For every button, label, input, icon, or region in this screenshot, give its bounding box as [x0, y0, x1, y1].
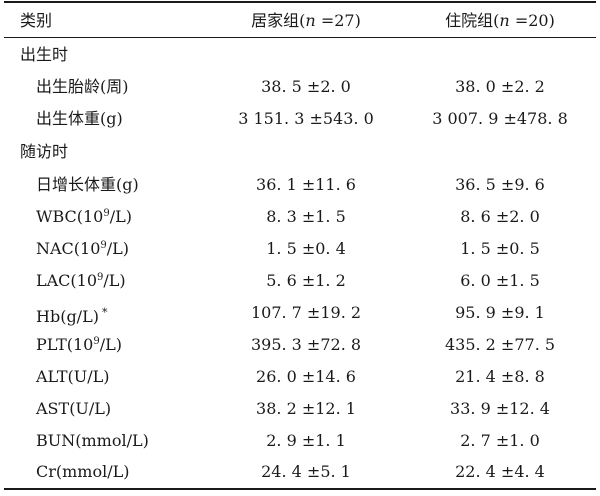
table-row: LAC(109/L) 5. 6 ±1. 2 6. 0 ±1. 5 — [0, 265, 600, 297]
hosp-value: 33. 9 ±12. 4 — [450, 399, 550, 418]
row-label: 出生胎龄(周) — [36, 77, 129, 96]
table-row: NAC(109/L) 1. 5 ±0. 4 1. 5 ±0. 5 — [0, 233, 600, 265]
home-value: 3 151. 3 ±543. 0 — [238, 109, 374, 128]
hosp-value: 1. 5 ±0. 5 — [460, 239, 540, 258]
table-row: Hb(g/L) * 107. 7 ±19. 2 95. 9 ±9. 1 — [0, 297, 600, 329]
section-title: 出生时 — [20, 45, 69, 64]
row-label: Hb(g/L) * — [36, 306, 108, 326]
header-rule — [4, 37, 596, 38]
hosp-value: 2. 7 ±1. 0 — [460, 431, 540, 450]
home-value: 2. 9 ±1. 1 — [266, 431, 346, 450]
row-label: AST(U/L) — [36, 399, 112, 418]
hosp-value: 38. 0 ±2. 2 — [455, 77, 545, 96]
header-hosp-group: 住院组(n =20) — [445, 11, 555, 30]
section-title-birth: 出生时 — [0, 39, 600, 71]
table-row: 出生体重(g) 3 151. 3 ±543. 0 3 007. 9 ±478. … — [0, 103, 600, 135]
table-row: 日增长体重(g) 36. 1 ±11. 6 36. 5 ±9. 6 — [0, 169, 600, 201]
hosp-value: 21. 4 ±8. 8 — [455, 367, 545, 386]
header-category: 类别 — [20, 11, 53, 30]
row-label: BUN(mmol/L) — [36, 431, 149, 450]
row-label: 日增长体重(g) — [36, 175, 139, 194]
row-label: ALT(U/L) — [36, 367, 110, 386]
top-rule — [4, 1, 596, 3]
row-label: 出生体重(g) — [36, 109, 123, 128]
header-home-group: 居家组(n =27) — [251, 11, 361, 30]
row-label: LAC(109/L) — [36, 271, 126, 290]
hosp-value: 8. 6 ±2. 0 — [460, 207, 540, 226]
hosp-value: 36. 5 ±9. 6 — [455, 175, 545, 194]
row-label: NAC(109/L) — [36, 239, 130, 258]
table-row: 出生胎龄(周) 38. 5 ±2. 0 38. 0 ±2. 2 — [0, 71, 600, 103]
hosp-value: 6. 0 ±1. 5 — [460, 271, 540, 290]
section-title-followup: 随访时 — [0, 136, 600, 168]
home-value: 38. 2 ±12. 1 — [256, 399, 356, 418]
home-value: 38. 5 ±2. 0 — [261, 77, 351, 96]
hosp-value: 3 007. 9 ±478. 8 — [432, 109, 568, 128]
row-label: PLT(109/L) — [36, 335, 122, 354]
table-row: Cr(mmol/L) 24. 4 ±5. 1 22. 4 ±4. 4 — [0, 456, 600, 488]
table-row: BUN(mmol/L) 2. 9 ±1. 1 2. 7 ±1. 0 — [0, 425, 600, 457]
table-row: ALT(U/L) 26. 0 ±14. 6 21. 4 ±8. 8 — [0, 361, 600, 393]
hosp-value: 95. 9 ±9. 1 — [455, 303, 545, 322]
home-value: 26. 0 ±14. 6 — [256, 367, 356, 386]
significance-mark: * — [101, 306, 108, 319]
bottom-rule — [4, 488, 596, 490]
row-label: Cr(mmol/L) — [36, 462, 130, 481]
hosp-value: 22. 4 ±4. 4 — [455, 462, 545, 481]
home-value: 36. 1 ±11. 6 — [256, 175, 356, 194]
header-row: 类别 居家组(n =27) 住院组(n =20) — [0, 5, 600, 37]
home-value: 24. 4 ±5. 1 — [261, 462, 351, 481]
table-row: AST(U/L) 38. 2 ±12. 1 33. 9 ±12. 4 — [0, 393, 600, 425]
home-value: 395. 3 ±72. 8 — [250, 335, 362, 354]
home-value: 1. 5 ±0. 4 — [266, 239, 346, 258]
section-title: 随访时 — [20, 142, 69, 161]
home-value: 5. 6 ±1. 2 — [266, 271, 346, 290]
row-label: WBC(109/L) — [36, 207, 132, 226]
home-value: 8. 3 ±1. 5 — [266, 207, 346, 226]
table-row: WBC(109/L) 8. 3 ±1. 5 8. 6 ±2. 0 — [0, 201, 600, 233]
table-row: PLT(109/L) 395. 3 ±72. 8 435. 2 ±77. 5 — [0, 329, 600, 361]
home-value: 107. 7 ±19. 2 — [250, 303, 362, 322]
hosp-value: 435. 2 ±77. 5 — [444, 335, 556, 354]
